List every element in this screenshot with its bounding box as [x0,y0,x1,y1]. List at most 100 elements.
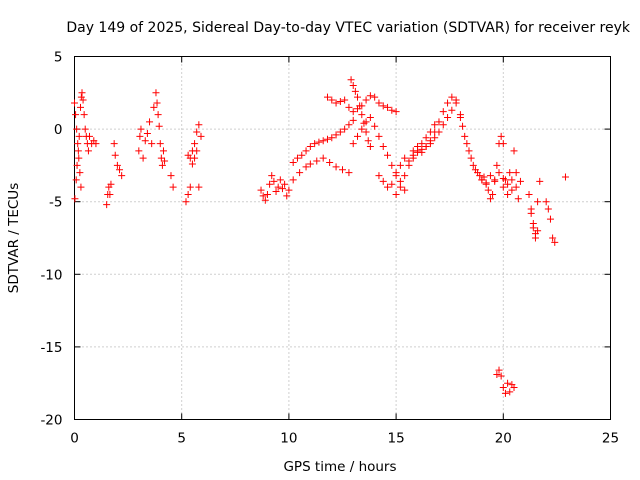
data-point [388,161,396,169]
data-point [191,140,199,148]
data-point [467,154,475,162]
data-point [366,143,374,151]
data-point [315,138,323,146]
data-point [106,190,114,198]
data-point [504,379,512,387]
data-point [137,125,145,133]
data-point [161,157,169,165]
data-point [506,388,514,396]
data-point [77,103,85,111]
data-point [366,92,374,100]
data-point [358,111,366,119]
data-point [392,190,400,198]
data-point [497,372,505,380]
axis-ticks: 0 5 10 15 20 25 -20 -15 -10 -5 0 5 [40,50,619,447]
data-point [362,128,370,136]
data-point [326,158,334,166]
data-point [426,128,434,136]
data-point [375,132,383,140]
data-point [118,172,126,180]
data-point [439,121,447,129]
data-point [351,87,359,95]
data-point [469,161,477,169]
data-point [435,128,443,136]
data-point [167,172,175,180]
data-point [152,89,160,97]
data-point [493,370,501,378]
x-axis-label: GPS time / hours [283,459,396,475]
data-point [332,99,340,107]
y-tick-label: -20 [40,413,62,429]
data-point [154,111,162,119]
data-point [79,96,87,104]
data-point [452,99,460,107]
data-point [358,125,366,133]
data-point [396,183,404,191]
data-point [489,190,497,198]
y-tick-label: -10 [40,267,62,283]
data-point [476,172,484,180]
data-point [493,161,501,169]
data-point [139,154,147,162]
data-point [268,172,276,180]
data-point [136,132,144,140]
data-point [349,82,357,90]
data-point [362,96,370,104]
data-point [486,195,494,203]
x-tick-label: 0 [70,431,79,447]
data-point [336,98,344,106]
data-point [72,111,80,119]
data-point [77,93,85,101]
data-point [111,151,119,159]
data-point [169,183,177,191]
data-point [501,389,509,397]
data-point [486,172,494,180]
data-point [465,147,473,155]
data-point [388,106,396,114]
x-tick-label: 15 [388,431,405,447]
data-point [531,234,539,242]
data-point [384,183,392,191]
data-point [527,209,535,217]
data-point [157,154,165,162]
data-point [534,227,542,235]
data-point [444,113,452,121]
data-point [184,190,192,198]
data-point [379,102,387,110]
data-point [456,113,464,121]
data-point [499,140,507,148]
data-point [156,140,164,148]
data-point [155,122,163,130]
data-point [323,135,331,143]
data-points [71,76,569,397]
data-point [158,161,166,169]
data-point [336,128,344,136]
data-point [510,147,518,155]
data-point [328,96,336,104]
data-point [525,190,533,198]
data-point [193,147,201,155]
data-point [534,198,542,206]
data-point [298,151,306,159]
data-point [396,161,404,169]
data-point [504,180,512,188]
data-point [71,99,78,107]
data-point [186,183,194,191]
data-point [349,108,357,116]
data-point [418,145,426,153]
data-point [266,180,274,188]
data-point [328,134,336,142]
data-point [561,173,569,181]
data-point [103,201,111,209]
data-point [143,129,151,137]
x-tick-label: 25 [602,431,619,447]
data-point [339,166,346,174]
data-point [341,125,349,133]
data-point [546,215,554,223]
data-point [332,131,340,139]
data-point [514,195,522,203]
data-point [401,172,409,180]
data-point [448,106,456,114]
data-point [495,366,503,374]
data-point [259,192,267,200]
